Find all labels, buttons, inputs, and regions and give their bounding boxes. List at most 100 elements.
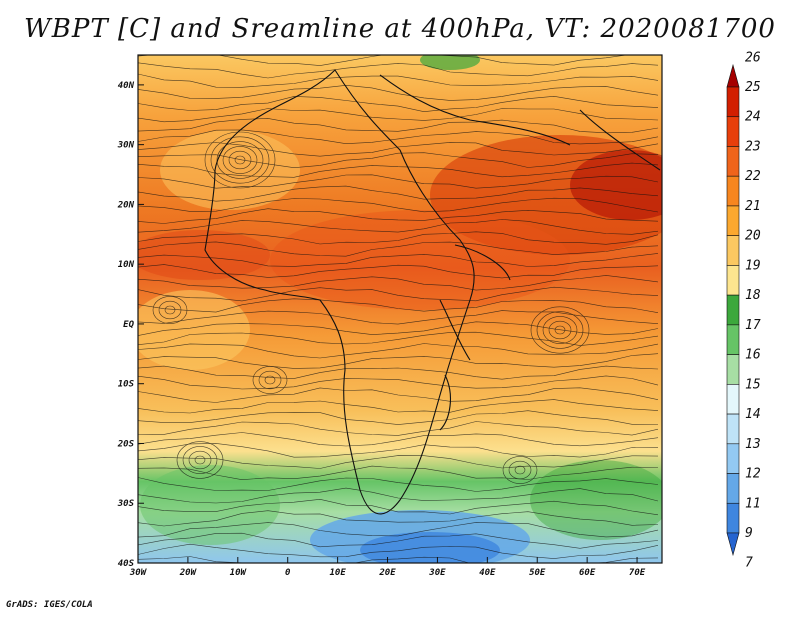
colorbar-swatch xyxy=(726,86,740,118)
colorbar-swatch xyxy=(726,63,740,88)
plot-frame xyxy=(137,54,663,564)
streamline xyxy=(138,343,659,359)
colorbar-label: 14 xyxy=(745,407,761,422)
colorbar-label: 26 xyxy=(745,50,761,65)
colorbar-label: 24 xyxy=(745,110,761,125)
colorbar-swatch xyxy=(726,443,740,474)
streamline xyxy=(138,264,659,279)
colorbar-label: 21 xyxy=(745,199,761,214)
colorbar-swatch xyxy=(726,384,740,415)
colorbar-label: 16 xyxy=(745,348,761,363)
streamline xyxy=(138,118,659,134)
streamline xyxy=(138,399,659,414)
x-tick-label: 70E xyxy=(629,568,646,578)
vortex-streamline xyxy=(204,131,276,189)
streamline xyxy=(138,174,659,189)
colorbar-label: 11 xyxy=(745,496,761,511)
streamline xyxy=(138,543,659,559)
streamline xyxy=(138,73,659,88)
colorbar-swatch xyxy=(726,146,740,177)
colorbar-label: 17 xyxy=(745,318,761,333)
vortex-streamline xyxy=(216,141,264,179)
streamline xyxy=(138,84,659,101)
streamline xyxy=(138,310,659,325)
colorbar-label: 20 xyxy=(745,229,761,244)
streamline xyxy=(138,510,659,527)
x-tick-label: 10W xyxy=(230,568,248,578)
vortex-streamline xyxy=(234,155,246,165)
colorbar-swatch xyxy=(726,502,740,534)
colorbar-label: 23 xyxy=(745,139,761,154)
x-tick-label: 10E xyxy=(329,568,346,578)
streamline xyxy=(138,275,659,291)
y-axis-ticks: 40N 30N 20N 10N EQ 10S 20S 30S 40S xyxy=(117,81,144,569)
vortex-streamline xyxy=(228,150,252,170)
streamline xyxy=(138,532,659,549)
streamline xyxy=(138,197,659,213)
streamline xyxy=(138,477,659,492)
colorbar-label: 15 xyxy=(745,377,761,392)
x-tick-label: 20E xyxy=(378,568,396,578)
x-tick-label: 0 xyxy=(285,568,291,578)
streamline xyxy=(138,208,659,224)
colorbar-swatch xyxy=(726,294,740,326)
y-tick-label: EQ xyxy=(123,320,134,330)
y-tick-label: 10N xyxy=(118,260,135,270)
x-tick-label: 30W xyxy=(129,568,148,578)
streamline xyxy=(138,353,659,369)
colorbar-swatch xyxy=(726,265,740,296)
streamline xyxy=(138,108,659,123)
streamline xyxy=(138,498,659,516)
colorbar-swatch xyxy=(726,235,740,266)
vortex-streamline xyxy=(176,441,224,479)
vortex-streamline xyxy=(194,455,206,465)
streamline xyxy=(138,331,659,346)
x-tick-label: 50E xyxy=(529,568,546,578)
streamline xyxy=(138,410,659,425)
vortex-streamline xyxy=(188,450,212,470)
colorbar-label: 9 xyxy=(745,526,753,541)
vortex-streamline xyxy=(548,320,572,340)
colorbar-swatch xyxy=(726,116,740,147)
streamline xyxy=(138,231,659,245)
streamline xyxy=(138,95,659,113)
x-tick-label: 30E xyxy=(428,568,446,578)
vortex-streamline xyxy=(164,305,176,315)
y-tick-label: 40N xyxy=(118,81,135,91)
vortex-streamline xyxy=(542,316,578,344)
streamline xyxy=(138,443,659,458)
vortex-streamline xyxy=(502,456,538,484)
streamline xyxy=(138,487,659,504)
streamline xyxy=(138,432,659,447)
x-tick-label: 40E xyxy=(479,568,496,578)
vortex-streamline xyxy=(258,370,282,390)
vortex-streamline xyxy=(536,311,584,349)
y-tick-label: 40S xyxy=(118,559,135,569)
colorbar-swatch xyxy=(726,175,740,207)
colorbar-label: 12 xyxy=(745,467,761,482)
streamline xyxy=(138,185,659,202)
colorbar-label: 19 xyxy=(745,258,761,273)
colorbar-swatch xyxy=(726,324,740,355)
x-tick-label: 60E xyxy=(579,568,596,578)
vortex-streamline xyxy=(252,366,288,394)
vortex-streamline xyxy=(514,465,526,475)
streamline xyxy=(138,162,659,178)
streamline xyxy=(138,55,629,66)
streamline xyxy=(138,321,659,336)
streamline xyxy=(138,298,659,313)
coastlines xyxy=(204,69,661,515)
colorbar-label: 25 xyxy=(745,80,761,95)
vortex-streamline xyxy=(182,446,218,474)
streamline xyxy=(138,62,659,79)
colorbar-label: 22 xyxy=(745,169,761,184)
colorbar-label: 13 xyxy=(745,437,761,452)
colorbar-swatch xyxy=(726,413,740,445)
map-figure: 30W 20W 10W 0 10E 20E 30E 40E 50E 60E 70E 40N 30N 20… xyxy=(117,50,761,578)
streamline xyxy=(138,522,659,538)
streamline xyxy=(138,253,659,267)
streamline xyxy=(138,152,659,169)
streamline xyxy=(138,465,659,481)
plot-title: WBPT [C] and Sreamline at 400hPa, VT: 20… xyxy=(24,14,776,44)
colorbar: 26 25 24 23 22 21 20 19 18 17 16 15 14 13 12 11 9 7 xyxy=(726,50,761,571)
